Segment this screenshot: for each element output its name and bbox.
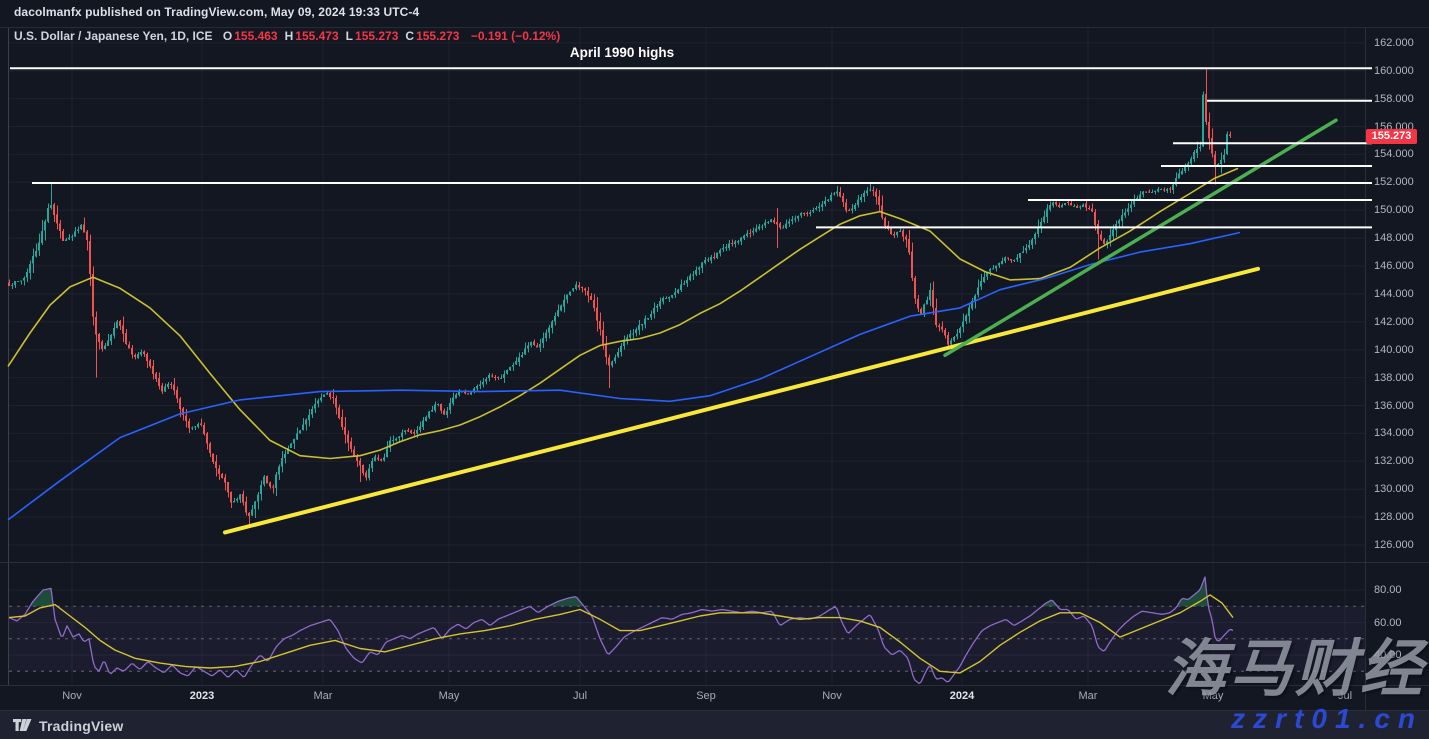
time-axis-label: Nov [822, 690, 842, 702]
annotation-april-1990-highs[interactable]: April 1990 highs [569, 45, 675, 60]
price-axis-label: 158.000 [1374, 93, 1414, 105]
watermark-cjk: 海马财经 [1164, 635, 1425, 704]
price-axis-label: 154.000 [1374, 148, 1414, 160]
time-axis-label: Mar [1078, 690, 1098, 702]
time-axis-label: Nov [62, 690, 82, 702]
price-axis-label: 160.000 [1374, 65, 1414, 77]
time-axis-label: Jul [572, 690, 588, 702]
ohlc-values: O 155.463 H 155.473 L 155.273 C 155.273 [216, 29, 460, 43]
price-axis-label: 146.000 [1374, 260, 1414, 272]
time-axis-label: Mar [313, 690, 333, 702]
footer-brand[interactable]: TradingView [39, 717, 124, 734]
change-value: −0.191 (−0.12%) [470, 29, 561, 43]
last-price-label: 155.273 [1366, 129, 1417, 144]
price-axis-label: 130.000 [1374, 483, 1414, 495]
ohlc-l: L 155.273 [345, 29, 399, 43]
price-axis-label: 126.000 [1374, 539, 1414, 551]
published-header: dacolmanfx published on TradingView.com,… [14, 5, 420, 19]
time-axis-label: Jul [1337, 690, 1353, 702]
rsi-axis-label: 40.00 [1374, 649, 1402, 661]
price-axis-label: 140.000 [1374, 344, 1414, 356]
time-axis-label: 2023 [189, 690, 215, 702]
price-axis-label: 144.000 [1374, 288, 1414, 300]
ohlc-o: O 155.463 [222, 29, 278, 43]
rsi-axis-label: 60.00 [1374, 617, 1402, 629]
time-axis-label: May [1202, 690, 1224, 702]
ohlc-h: H 155.473 [284, 29, 339, 43]
price-axis-label: 138.000 [1374, 372, 1414, 384]
rsi-axis-label: 80.00 [1374, 584, 1402, 596]
ohlc-c: C 155.273 [405, 29, 460, 43]
time-axis-label: May [438, 690, 460, 702]
footer-bar: TradingView [0, 710, 1429, 739]
time-axis-label: Sep [696, 690, 716, 702]
price-axis-label: 132.000 [1374, 455, 1414, 467]
price-axis-label: 148.000 [1374, 232, 1414, 244]
price-axis-label: 134.000 [1374, 427, 1414, 439]
price-axis-label: 150.000 [1374, 204, 1414, 216]
price-axis-label: 142.000 [1374, 316, 1414, 328]
watermark-url: zzrt01.cn [1231, 703, 1423, 734]
time-axis-label: 2024 [949, 690, 975, 702]
price-axis-label: 152.000 [1374, 176, 1414, 188]
tradingview-logo-icon[interactable] [13, 719, 32, 732]
price-axis-label: 136.000 [1374, 400, 1414, 412]
price-axis-label: 162.000 [1374, 37, 1414, 49]
symbol-ohlc-bar: U.S. Dollar / Japanese Yen, 1D, ICE O 155… [14, 29, 560, 43]
symbol-title[interactable]: U.S. Dollar / Japanese Yen, 1D, ICE [14, 29, 213, 43]
price-axis-label: 128.000 [1374, 511, 1414, 523]
